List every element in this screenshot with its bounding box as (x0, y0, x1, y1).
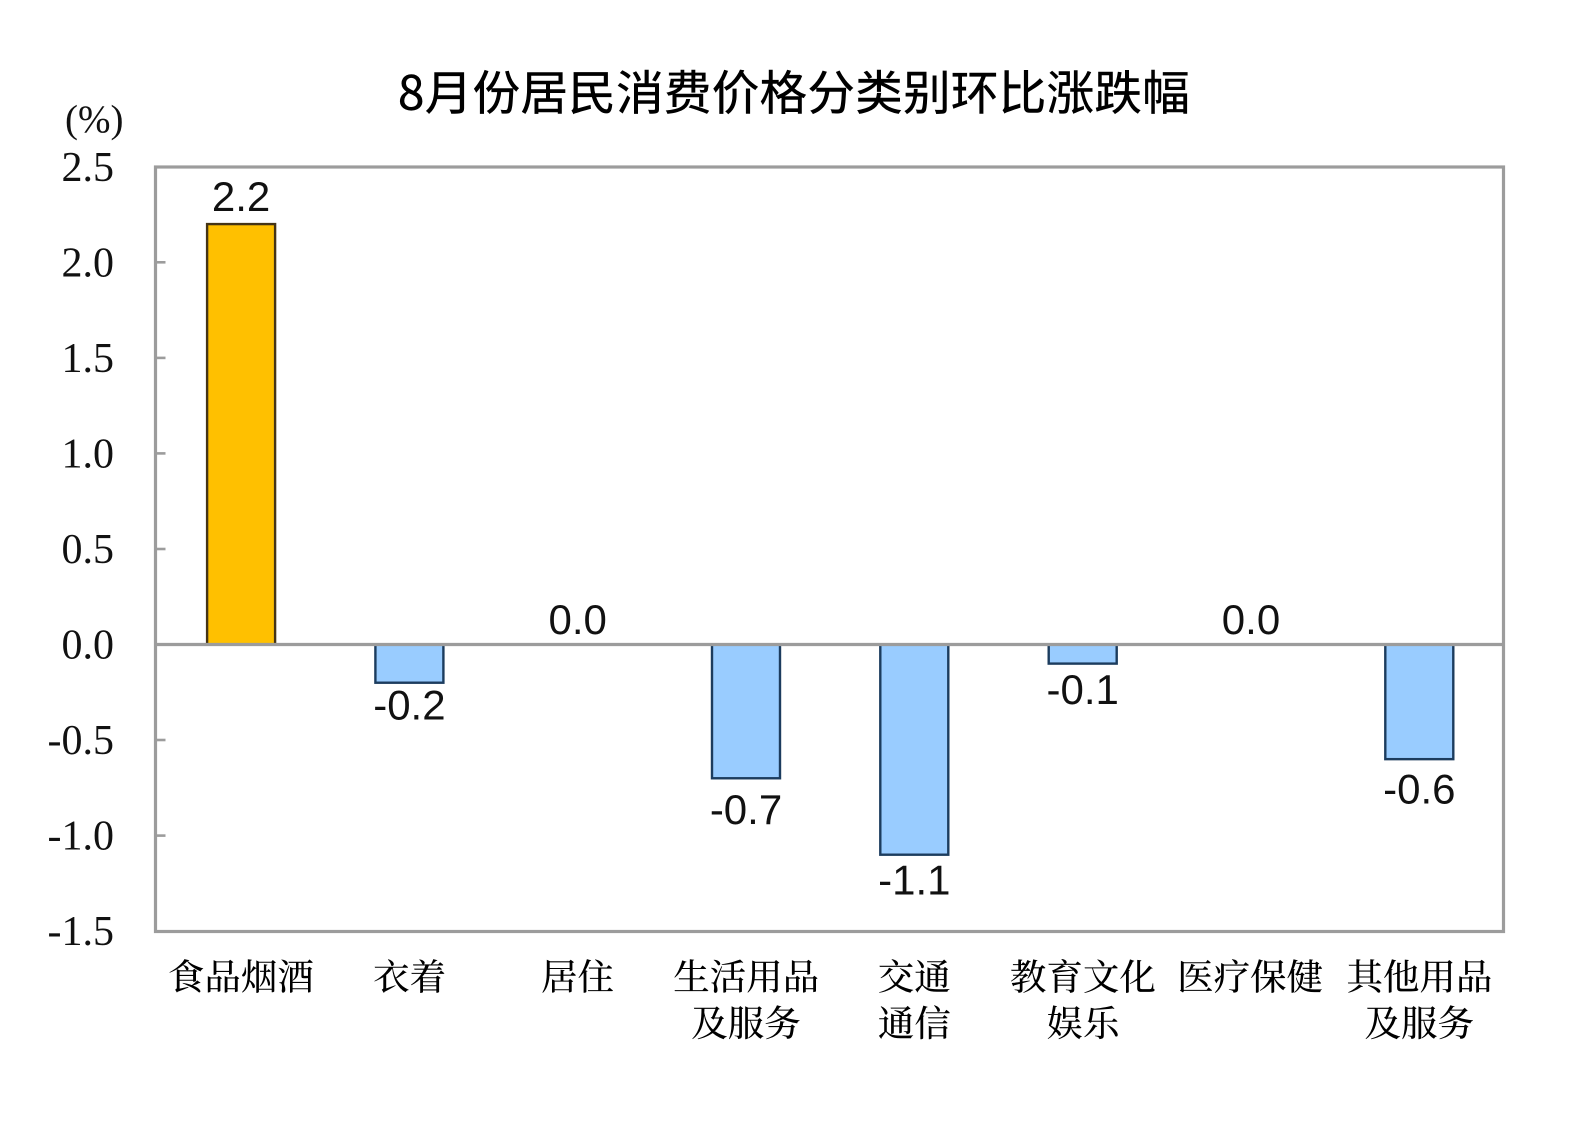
svg-text:-0.6: -0.6 (1383, 766, 1455, 813)
svg-text:-1.1: -1.1 (878, 856, 950, 903)
svg-text:0.5: 0.5 (62, 527, 115, 573)
svg-text:-1.5: -1.5 (48, 909, 115, 955)
svg-text:0.0: 0.0 (549, 596, 607, 643)
svg-text:-0.1: -0.1 (1047, 666, 1119, 713)
svg-text:-0.5: -0.5 (48, 718, 115, 764)
svg-text:1.0: 1.0 (62, 431, 115, 477)
svg-text:0.0: 0.0 (1222, 596, 1280, 643)
svg-text:2.5: 2.5 (62, 145, 115, 191)
svg-text:(%): (%) (65, 98, 123, 141)
svg-text:-0.7: -0.7 (710, 786, 782, 833)
svg-text:-1.0: -1.0 (48, 814, 115, 860)
svg-text:2.2: 2.2 (212, 173, 270, 220)
svg-text:0.0: 0.0 (62, 623, 115, 669)
svg-text:-0.2: -0.2 (373, 682, 445, 729)
svg-text:2.0: 2.0 (62, 240, 115, 286)
svg-text:1.5: 1.5 (62, 336, 115, 382)
